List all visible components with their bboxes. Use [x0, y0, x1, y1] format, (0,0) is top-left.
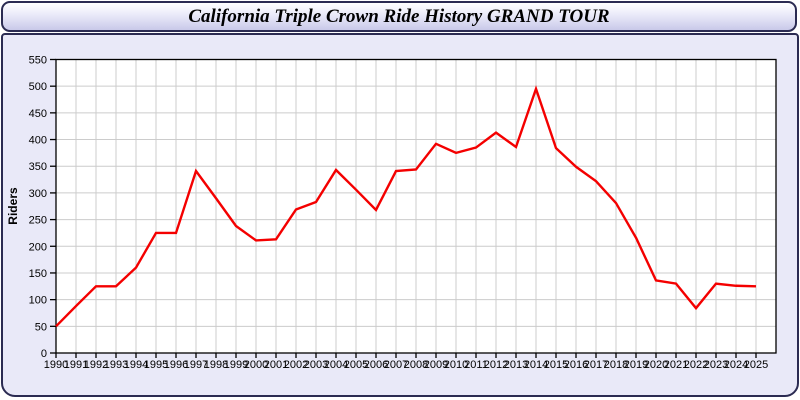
page-title: California Triple Crown Ride History GRA… [188, 5, 610, 27]
y-axis-label: Riders [6, 187, 20, 225]
x-tick-label: 2019 [624, 359, 648, 371]
y-tick-label: 0 [41, 348, 47, 360]
x-tick-label: 2002 [284, 359, 308, 371]
x-tick-label: 2017 [584, 359, 608, 371]
x-tick-label: 2011 [464, 359, 488, 371]
x-tick-label: 2020 [644, 359, 668, 371]
x-tick-label: 1991 [64, 359, 88, 371]
x-tick-label: 2018 [604, 359, 628, 371]
x-tick-label: 1995 [144, 359, 168, 371]
y-tick-label: 300 [29, 188, 47, 200]
x-tick-label: 2006 [364, 359, 388, 371]
x-tick-label: 1999 [224, 359, 248, 371]
x-tick-label: 2001 [264, 359, 288, 371]
x-tick-label: 2013 [504, 359, 528, 371]
x-tick-label: 2008 [404, 359, 428, 371]
x-tick-label: 2005 [344, 359, 368, 371]
x-tick-label: 2014 [524, 359, 548, 371]
y-tick-label: 450 [29, 108, 47, 120]
x-tick-label: 2015 [544, 359, 568, 371]
x-tick-label: 1998 [204, 359, 228, 371]
x-tick-label: 2023 [704, 359, 728, 371]
y-tick-label: 500 [29, 81, 47, 93]
y-tick-label: 400 [29, 135, 47, 147]
y-tick-label: 100 [29, 295, 47, 307]
x-tick-label: 2012 [484, 359, 508, 371]
x-tick-label: 1992 [84, 359, 108, 371]
y-tick-label: 50 [35, 321, 47, 333]
y-tick-label: 200 [29, 241, 47, 253]
title-bar: California Triple Crown Ride History GRA… [1, 1, 797, 32]
x-tick-label: 2022 [684, 359, 708, 371]
x-tick-label: 1997 [184, 359, 208, 371]
x-tick-label: 2016 [564, 359, 588, 371]
x-tick-label: 2000 [244, 359, 268, 371]
x-tick-label: 1993 [104, 359, 128, 371]
y-tick-label: 350 [29, 161, 47, 173]
x-tick-label: 2024 [724, 359, 748, 371]
x-tick-label: 2009 [424, 359, 448, 371]
x-tick-label: 1996 [164, 359, 188, 371]
y-tick-label: 550 [29, 55, 47, 67]
series-line-riders [55, 85, 757, 328]
y-tick-label: 150 [29, 268, 47, 280]
x-tick-label: 2025 [744, 359, 768, 371]
y-tick-label: 250 [29, 215, 47, 227]
x-tick-label: 2021 [664, 359, 688, 371]
x-tick-label: 1990 [44, 359, 68, 371]
x-tick-label: 2007 [384, 359, 408, 371]
x-tick-label: 1994 [124, 359, 148, 371]
x-tick-label: 2003 [304, 359, 328, 371]
x-tick-label: 2010 [444, 359, 468, 371]
x-tick-label: 2004 [324, 359, 348, 371]
